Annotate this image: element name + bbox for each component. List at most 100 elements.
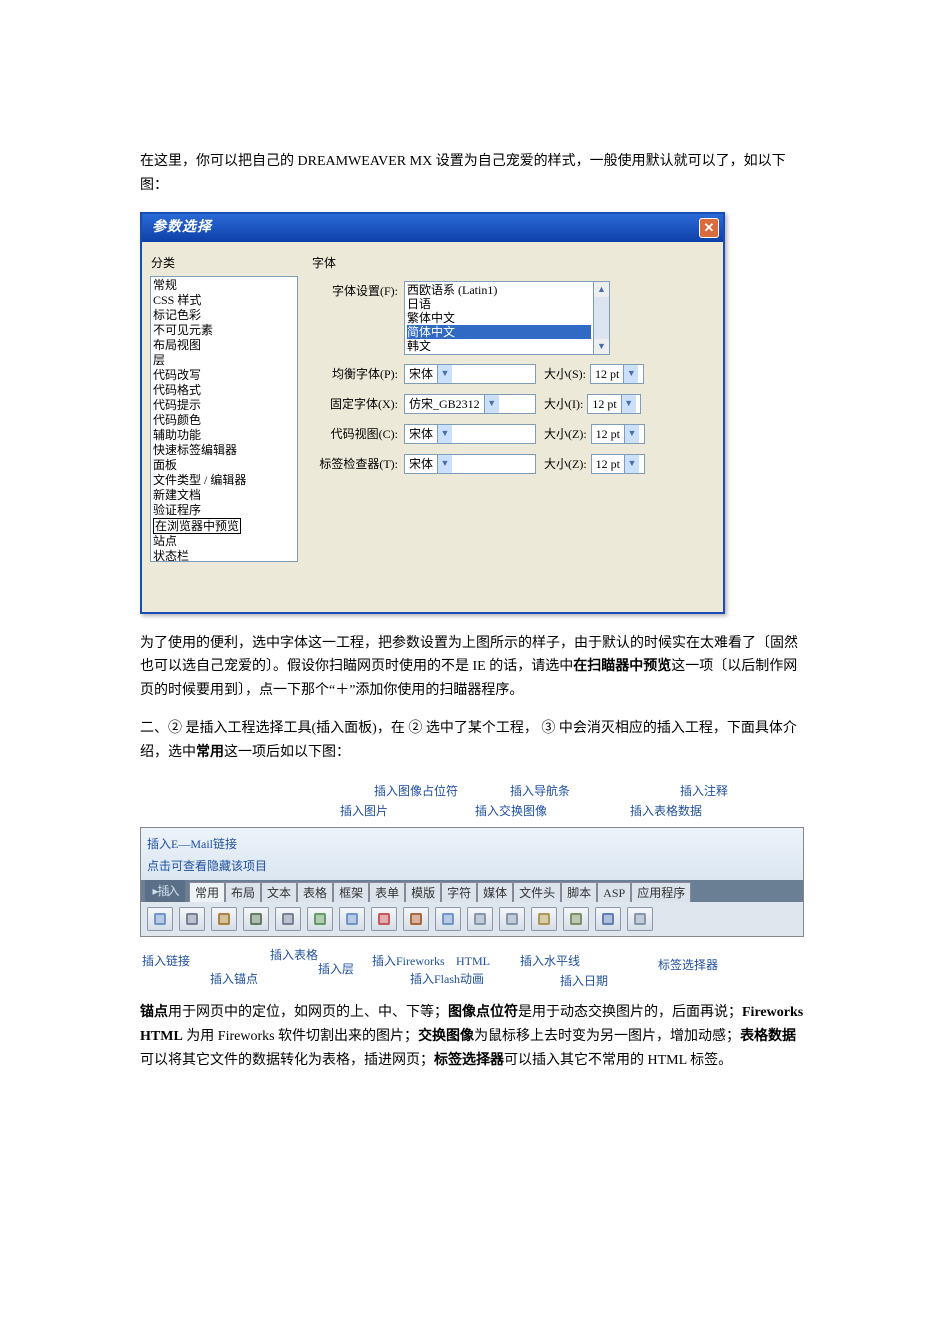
font-settings-list[interactable]: 西欧语系 (Latin1)日语繁体中文简体中文韩文 (404, 281, 594, 355)
category-item[interactable]: 代码改写 (151, 368, 297, 383)
paragraph-4: 锚点用于网页中的定位，如网页的上、中、下等；图像点位符是用于动态交换图片的，后面… (140, 1001, 810, 1072)
insert-tab[interactable]: 框架 (333, 882, 369, 902)
chevron-down-icon[interactable]: ▼ (437, 365, 452, 383)
scroll-down-icon[interactable]: ▼ (594, 339, 609, 354)
font-settings-item[interactable]: 韩文 (407, 339, 591, 353)
size-label: 大小(I): (544, 394, 583, 414)
insert-panel-figure: 插入图像占位符插入图片插入导航条插入交换图像插入注释插入表格数据 插入E—Mai… (140, 779, 804, 986)
close-icon[interactable]: ✕ (699, 218, 719, 238)
category-item[interactable]: 辅助功能 (151, 428, 297, 443)
font-combo[interactable]: 宋体▼ (404, 424, 536, 444)
insert-tool-icon[interactable] (595, 907, 621, 931)
font-combo[interactable]: 仿宋_GB2312▼ (404, 394, 536, 414)
insert-panel: 插入E—Mail链接 点击可查看隐藏该项目 ▸ 插入 常用布局文本表格框架表单模… (140, 827, 804, 938)
insert-tool-icon[interactable] (147, 907, 173, 931)
callout-label: 插入Flash动画 (410, 969, 484, 989)
font-settings-item[interactable]: 西欧语系 (Latin1) (407, 283, 591, 297)
callout-label: 插入链接 (142, 951, 190, 971)
category-item[interactable]: 不可见元素 (151, 323, 297, 338)
chevron-down-icon[interactable]: ▼ (437, 425, 452, 443)
category-listbox[interactable]: 常规CSS 样式标记色彩不可见元素布局视图层代码改写代码格式代码提示代码颜色辅助… (150, 276, 298, 562)
row-label: 代码视图(C): (312, 424, 404, 444)
category-item[interactable]: 面板 (151, 458, 297, 473)
callout-label: 插入日期 (560, 971, 608, 991)
insert-tool-icon[interactable] (307, 907, 333, 931)
insert-tool-icon[interactable] (371, 907, 397, 931)
insert-tool-icon[interactable] (531, 907, 557, 931)
scroll-up-icon[interactable]: ▲ (594, 282, 609, 297)
chevron-down-icon[interactable]: ▼ (623, 365, 638, 383)
insert-tool-icon[interactable] (339, 907, 365, 931)
callout-label: 插入图片 (340, 801, 388, 821)
size-label: 大小(S): (544, 364, 586, 384)
insert-tool-icon[interactable] (435, 907, 461, 931)
font-settings-label: 字体设置(F): (312, 281, 404, 301)
row-label: 固定字体(X): (312, 394, 404, 414)
category-item[interactable]: 在浏览器中预览 (151, 518, 297, 534)
insert-tab[interactable]: 字符 (441, 882, 477, 902)
insert-tool-icon[interactable] (243, 907, 269, 931)
size-combo[interactable]: 12 pt▼ (587, 394, 641, 414)
category-item[interactable]: 标记色彩 (151, 308, 297, 323)
insert-tab[interactable]: 应用程序 (631, 882, 691, 902)
chevron-down-icon[interactable]: ▼ (484, 395, 499, 413)
insert-tab[interactable]: 布局 (225, 882, 261, 902)
font-combo[interactable]: 宋体▼ (404, 364, 536, 384)
size-combo[interactable]: 12 pt▼ (590, 364, 644, 384)
insert-tab[interactable]: 媒体 (477, 882, 513, 902)
category-item[interactable]: 代码颜色 (151, 413, 297, 428)
category-item[interactable]: 布局视图 (151, 338, 297, 353)
callout-label: 插入注释 (680, 781, 728, 801)
row-label: 均衡字体(P): (312, 364, 404, 384)
insert-tab[interactable]: 文本 (261, 882, 297, 902)
insert-tool-icon[interactable] (179, 907, 205, 931)
chevron-down-icon[interactable]: ▼ (621, 395, 636, 413)
size-label: 大小(Z): (544, 424, 587, 444)
dialog-titlebar[interactable]: 参数选择 ✕ (142, 214, 723, 242)
font-settings-item[interactable]: 日语 (407, 297, 591, 311)
insert-dropdown-icon[interactable]: ▸ 插入 (145, 880, 185, 902)
category-item[interactable]: CSS 样式 (151, 293, 297, 308)
category-item[interactable]: 文件类型 / 编辑器 (151, 473, 297, 488)
insert-tabbar[interactable]: ▸ 插入 常用布局文本表格框架表单模版字符媒体文件头脚本ASP应用程序 (141, 880, 803, 902)
font-settings-item[interactable]: 繁体中文 (407, 311, 591, 325)
category-item[interactable]: 快速标签编辑器 (151, 443, 297, 458)
chevron-down-icon[interactable]: ▼ (624, 455, 639, 473)
callout-label: 插入交换图像 (475, 801, 547, 821)
insert-tool-icon[interactable] (627, 907, 653, 931)
size-combo[interactable]: 12 pt▼ (591, 454, 645, 474)
insert-tool-icon[interactable] (403, 907, 429, 931)
callout-label: 插入表格 (270, 945, 318, 965)
insert-tab[interactable]: 脚本 (561, 882, 597, 902)
category-item[interactable]: 验证程序 (151, 503, 297, 518)
insert-icon-row (141, 902, 803, 936)
size-combo[interactable]: 12 pt▼ (591, 424, 645, 444)
intro-paragraph: 在这里，你可以把自己的 DREAMWEAVER MX 设置为自己宠爱的样式，一般… (140, 150, 810, 198)
callout-label: 插入图像占位符 (374, 781, 458, 801)
insert-tab[interactable]: 表格 (297, 882, 333, 902)
scrollbar[interactable]: ▲ ▼ (594, 281, 610, 355)
chevron-down-icon[interactable]: ▼ (437, 455, 452, 473)
insert-tool-icon[interactable] (563, 907, 589, 931)
font-combo[interactable]: 宋体▼ (404, 454, 536, 474)
category-item[interactable]: 新建文档 (151, 488, 297, 503)
insert-tab[interactable]: ASP (597, 882, 631, 902)
insert-tab[interactable]: 文件头 (513, 882, 561, 902)
insert-tool-icon[interactable] (499, 907, 525, 931)
category-item[interactable]: 代码提示 (151, 398, 297, 413)
insert-tool-icon[interactable] (211, 907, 237, 931)
insert-tool-icon[interactable] (275, 907, 301, 931)
font-settings-item[interactable]: 简体中文 (407, 325, 591, 339)
category-item[interactable]: 状态栏 (151, 549, 297, 562)
category-item[interactable]: 层 (151, 353, 297, 368)
category-item[interactable]: 常规 (151, 278, 297, 293)
insert-tab[interactable]: 模版 (405, 882, 441, 902)
insert-tab[interactable]: 表单 (369, 882, 405, 902)
chevron-down-icon[interactable]: ▼ (624, 425, 639, 443)
callout-label: 插入表格数据 (630, 801, 702, 821)
insert-tab[interactable]: 常用 (189, 882, 225, 902)
callout-label: 插入锚点 (210, 969, 258, 989)
category-item[interactable]: 站点 (151, 534, 297, 549)
category-item[interactable]: 代码格式 (151, 383, 297, 398)
insert-tool-icon[interactable] (467, 907, 493, 931)
